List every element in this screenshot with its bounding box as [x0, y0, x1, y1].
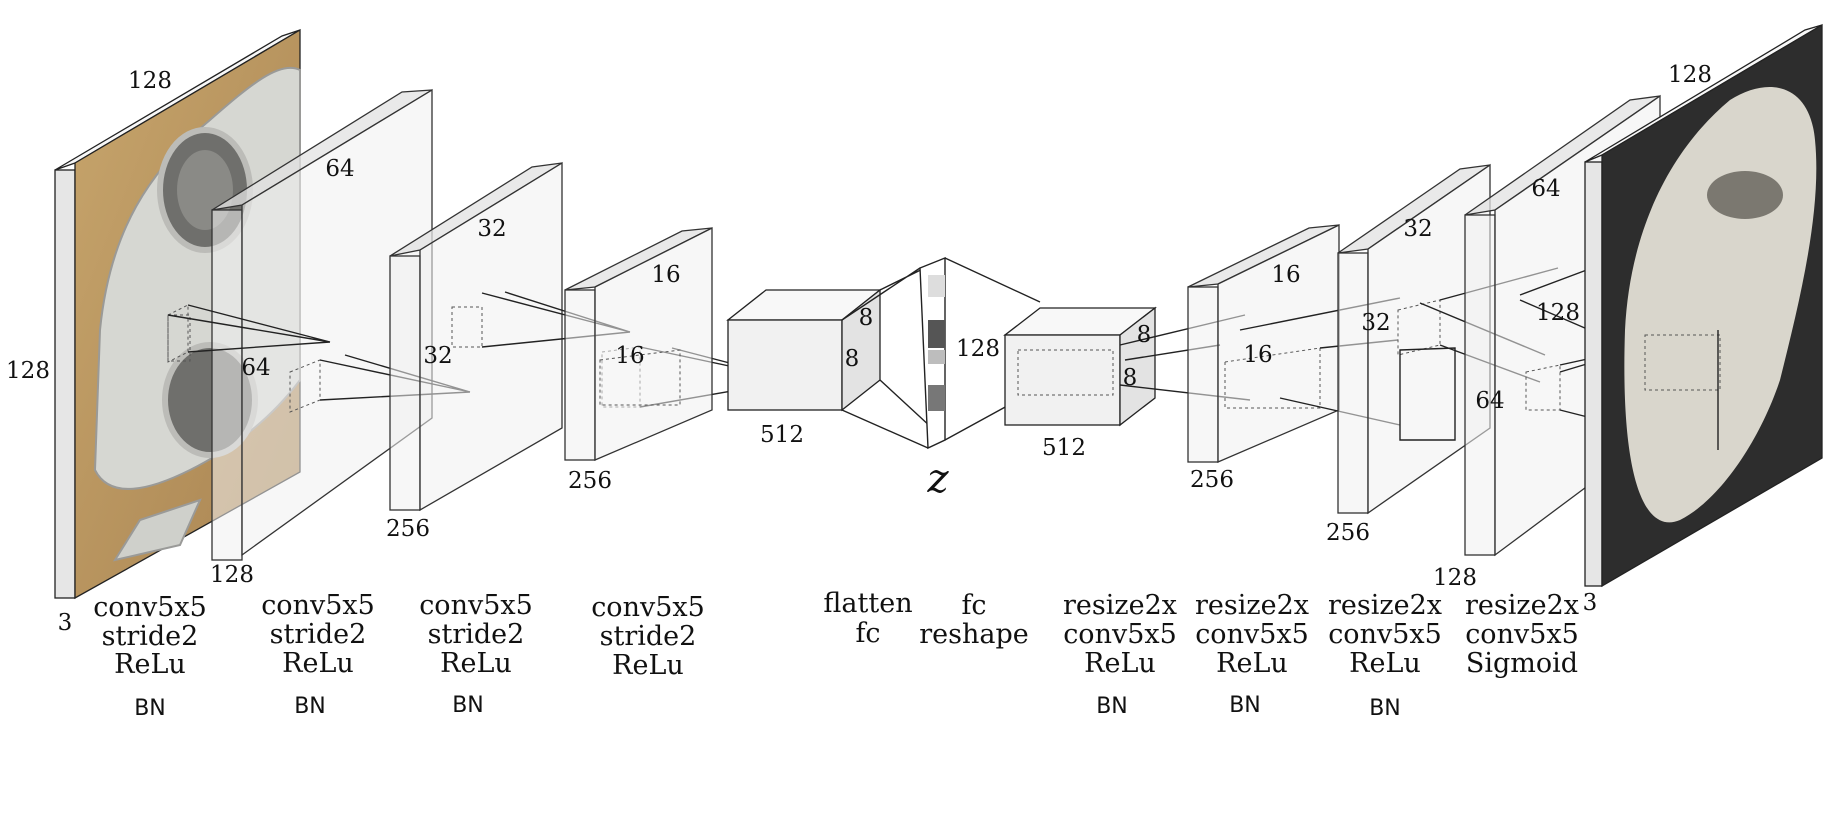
op-1-bn: BN [134, 696, 166, 721]
enc1-depth-label: 64 [325, 156, 354, 182]
op-2-line-3: ReLu [282, 648, 354, 679]
enc2-width-label: 256 [386, 516, 430, 542]
op-block-3: conv5x5 stride2 ReLu BN [419, 590, 533, 718]
dec3-inner-size2-label: 64 [1475, 388, 1504, 414]
dec2-depth-label: 32 [1403, 216, 1432, 242]
op-4-line-3: ReLu [612, 650, 684, 681]
op-block-4: conv5x5 stride2 ReLu [591, 592, 705, 681]
input-width-label: 128 [128, 68, 172, 94]
op-7-line-1: resize2x [1063, 590, 1177, 621]
op-4-line-1: conv5x5 [591, 592, 705, 623]
output-width-label: 128 [1668, 62, 1712, 88]
op-3-line-3: ReLu [440, 648, 512, 679]
op-7-line-2: conv5x5 [1063, 619, 1177, 650]
reshape-height-label: 8 [1123, 365, 1138, 391]
latent-size-label: 128 [956, 336, 1000, 362]
decoder-layer-1: 16 16 256 [1187, 223, 1401, 493]
op-7-bn: BN [1096, 694, 1128, 719]
enc3-depth-label: 16 [651, 262, 680, 288]
flatten-block: 8 8 512 [726, 288, 882, 448]
decoder-layer-2: 32 32 256 [1326, 163, 1559, 546]
op-block-9: resize2x conv5x5 ReLu BN [1328, 590, 1442, 721]
op-3-bn: BN [452, 693, 484, 718]
enc3-inner-size-label: 16 [615, 343, 644, 369]
input-height-label: 128 [6, 358, 50, 384]
op-1-line-2: stride2 [102, 621, 199, 652]
operation-labels: conv5x5 stride2 ReLu BN conv5x5 stride2 … [93, 588, 1579, 721]
op-block-2: conv5x5 stride2 ReLu BN [261, 590, 375, 719]
encoder-layer-2: 32 32 256 [386, 161, 796, 542]
flat-width-label: 512 [760, 422, 804, 448]
op-10-line-2: conv5x5 [1465, 619, 1579, 650]
op-block-8: resize2x conv5x5 ReLu BN [1195, 590, 1309, 718]
reshape-width-label: 512 [1042, 435, 1086, 461]
op-8-bn: BN [1229, 693, 1261, 718]
op-1-line-1: conv5x5 [93, 592, 207, 623]
op-8-line-1: resize2x [1195, 590, 1309, 621]
output-channels-label: 3 [1583, 590, 1598, 616]
op-9-line-2: conv5x5 [1328, 619, 1442, 650]
op-9-line-1: resize2x [1328, 590, 1442, 621]
flat-height-label: 8 [845, 346, 860, 372]
op-5-line-1: flatten [823, 588, 912, 619]
op-7-line-3: ReLu [1084, 648, 1156, 679]
enc1-width-label: 128 [210, 562, 254, 588]
latent-vector: 128 z [841, 256, 1041, 502]
op-block-1: conv5x5 stride2 ReLu BN [93, 592, 207, 721]
latent-symbol: z [926, 456, 949, 502]
op-block-5: flatten fc [823, 588, 912, 649]
enc2-inner-size-label: 32 [423, 343, 452, 369]
op-6-line-1: fc [961, 590, 986, 621]
dec3-width-label: 128 [1433, 565, 1477, 591]
enc1-inner-size-label: 64 [241, 355, 270, 381]
enc2-depth-label: 32 [477, 216, 506, 242]
op-6-line-2: reshape [919, 619, 1029, 650]
dec1-width-label: 256 [1190, 467, 1234, 493]
op-10-line-3: Sigmoid [1466, 648, 1578, 679]
op-4-line-2: stride2 [600, 621, 697, 652]
output-image: 128 3 [1583, 23, 1823, 616]
encoder-layer-3: 16 16 256 [564, 226, 713, 494]
op-3-line-2: stride2 [428, 619, 525, 650]
reshape-depth-label: 8 [1137, 322, 1152, 348]
op-2-line-1: conv5x5 [261, 590, 375, 621]
dec1-depth-label: 16 [1271, 262, 1300, 288]
encoder-layer-1: 64 64 128 [167, 88, 471, 588]
op-3-line-1: conv5x5 [419, 590, 533, 621]
dec3-depth-label: 64 [1531, 176, 1560, 202]
op-block-10: resize2x conv5x5 Sigmoid [1465, 590, 1579, 679]
enc3-width-label: 256 [568, 468, 612, 494]
op-2-line-2: stride2 [270, 619, 367, 650]
input-channels-label: 3 [58, 610, 73, 636]
op-9-bn: BN [1369, 696, 1401, 721]
op-10-line-1: resize2x [1465, 590, 1579, 621]
dec1-inner-size-label: 16 [1243, 342, 1272, 368]
dec2-inner-size-label: 32 [1361, 310, 1390, 336]
op-block-7: resize2x conv5x5 ReLu BN [1063, 590, 1177, 719]
op-block-6: fc reshape [919, 590, 1029, 650]
flat-depth-label: 8 [859, 305, 874, 331]
op-9-line-3: ReLu [1349, 648, 1421, 679]
op-8-line-2: conv5x5 [1195, 619, 1309, 650]
op-5-line-2: fc [855, 618, 880, 649]
op-2-bn: BN [294, 694, 326, 719]
op-8-line-3: ReLu [1216, 648, 1288, 679]
op-1-line-3: ReLu [114, 649, 186, 680]
dec2-width-label: 256 [1326, 520, 1370, 546]
dec3-inner-size-label: 128 [1536, 300, 1580, 326]
